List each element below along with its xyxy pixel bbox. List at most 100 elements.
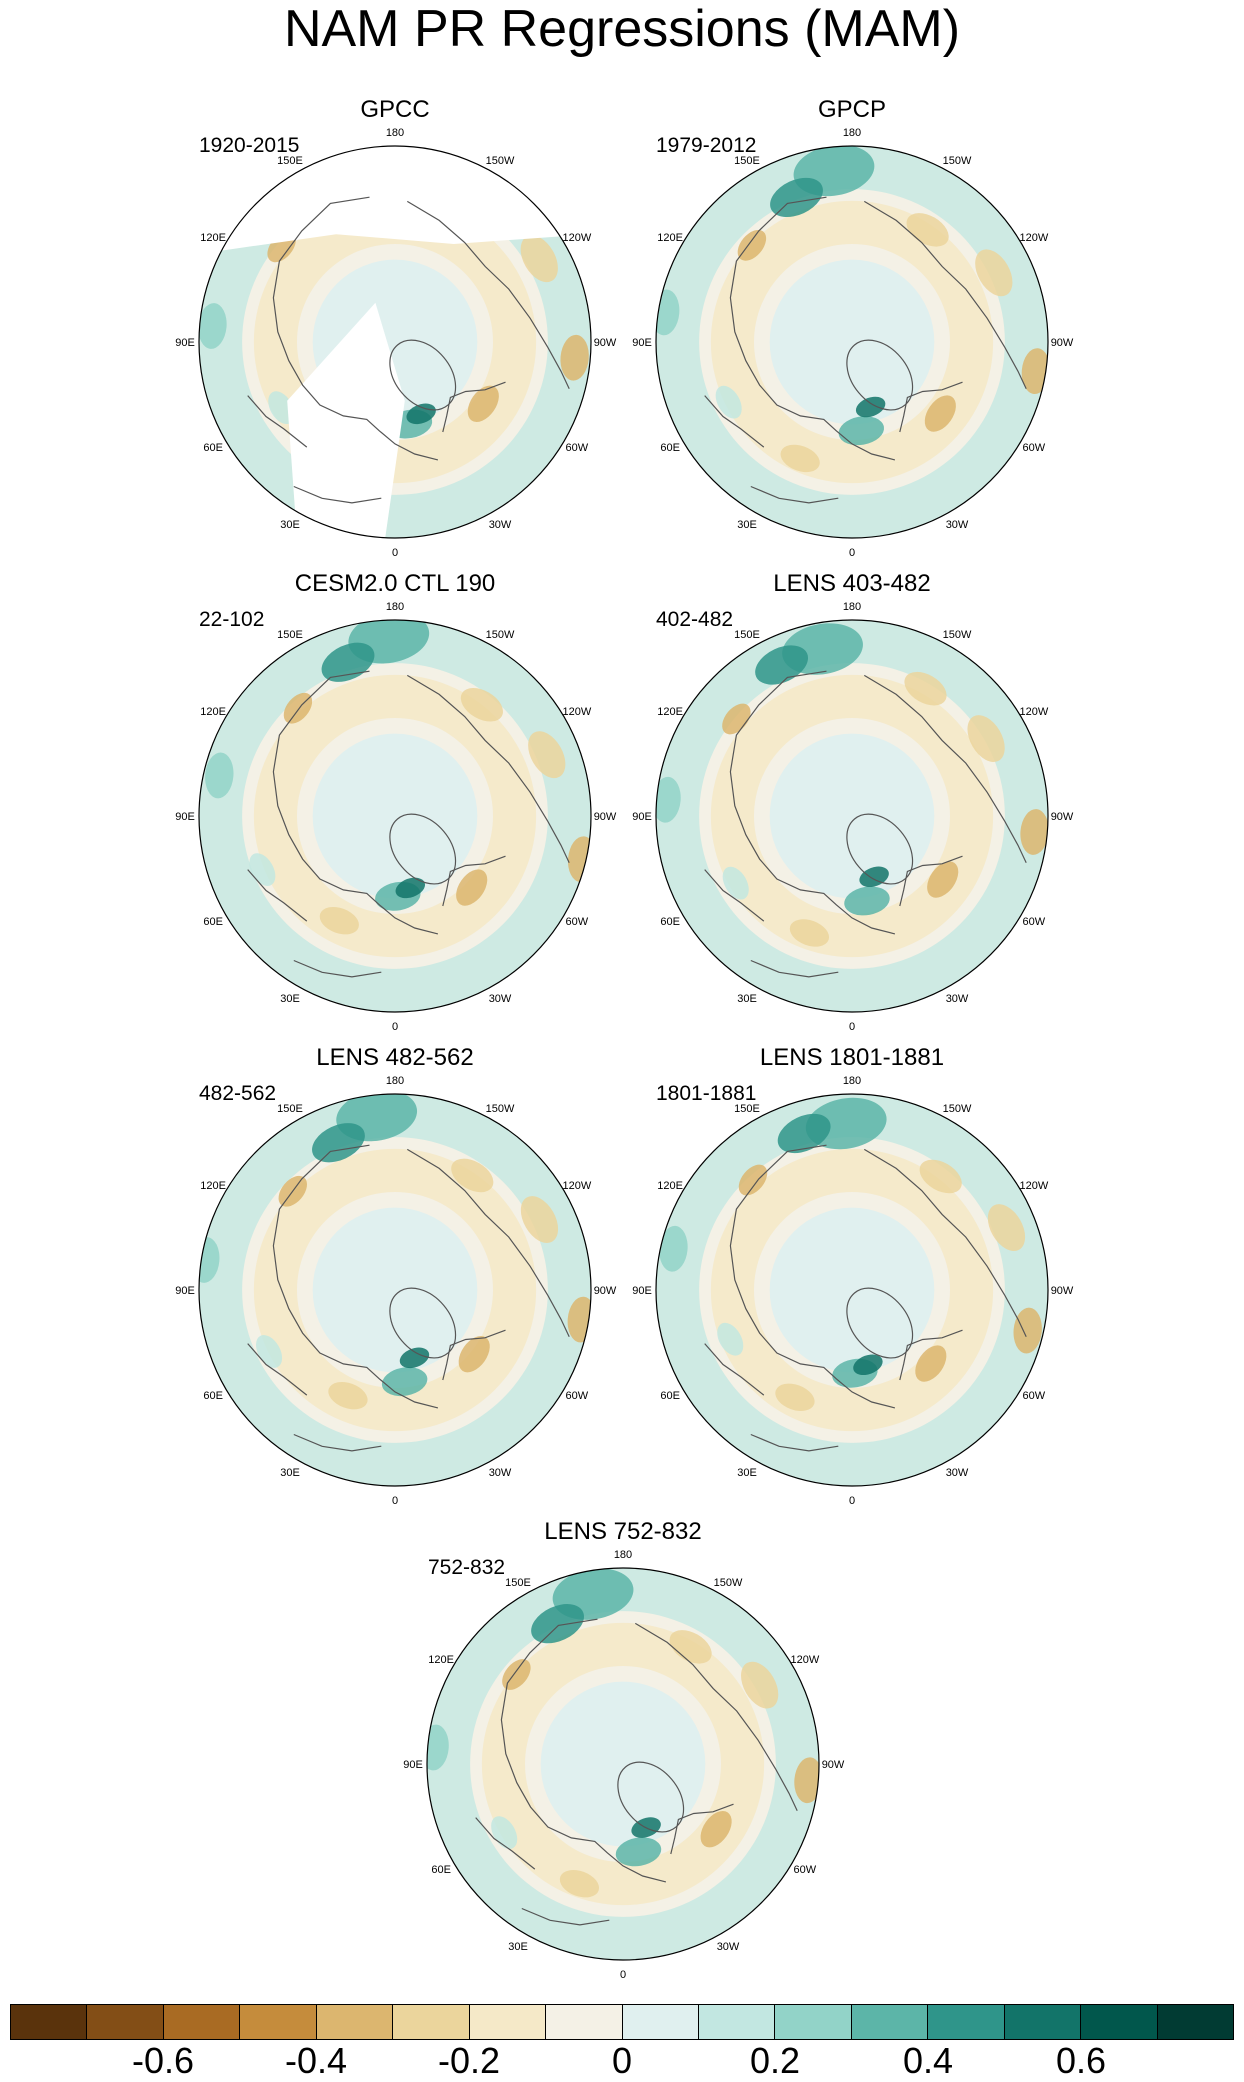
coastline [406,200,570,389]
anomaly-blob [451,1158,494,1193]
longitude-label: 180 [386,601,404,613]
longitude-label: 120E [200,232,226,244]
map-field [199,620,591,1012]
anomaly-blob [741,1661,779,1709]
anomaly-blob [975,249,1013,297]
colorbar-label: 0.6 [1055,2040,1107,2081]
anomaly-blob [406,403,436,425]
longitude-label: 60E [431,1864,451,1876]
longitude-label: 120W [562,1180,591,1192]
map-panel-gpcp: 180 150E 120E 90E 60E 30E 0 30W 60W 90W 120W 150W [632,127,1074,559]
pattern-polar-cap [769,1207,935,1373]
panel-period-lens-1801: 1801-1881 [656,1082,757,1105]
longitude-label: 150E [277,629,303,641]
longitude-label: 120W [562,232,591,244]
longitude-label: 60W [566,442,589,454]
longitude-label: 90E [632,811,652,823]
longitude-label: 30E [280,993,300,1005]
coastline [729,196,896,461]
longitude-label: 60E [660,442,680,454]
anomaly-blob [319,907,359,935]
anomaly-blob [915,1345,947,1382]
longitude-label: 150E [277,155,303,167]
map-panel-lens-403: 180 150E 120E 90E 60E 30E 0 30W 60W 90W 120W 150W [632,601,1074,1033]
longitude-label: 120W [562,706,591,718]
longitude-label: 150W [714,1577,743,1589]
panel-period-lens-403: 402-482 [656,608,734,631]
anomaly-blob [669,1630,712,1664]
colorbar-box [1081,2005,1158,2039]
map-panel-gpcc: 180 150E 120E 90E 60E 30E 0 30W 60W 90W 120W 150W [175,127,617,559]
coastline [247,1343,308,1396]
coastline [750,1433,839,1452]
colorbar-label: 0.4 [902,2040,954,2081]
longitude-label: 30E [280,1467,300,1479]
coastline [406,1148,570,1337]
anomaly-blob [199,303,227,349]
coastline [500,1618,667,1883]
anomaly-blob [775,1383,815,1411]
longitude-label: 120E [200,706,226,718]
map-field [427,1568,819,1960]
map-panel-lens-752: 180 150E 120E 90E 60E 30E 0 30W 60W 90W 120W 150W [403,1549,845,1981]
anomaly-blob [458,1335,490,1373]
coastline [670,1803,734,1855]
coastline [899,855,963,907]
colorbar-box [928,2005,1005,2039]
coastline [863,674,1027,863]
coastline [293,485,382,504]
colorbar [10,2004,1234,2040]
coastline [272,1144,439,1409]
colorbar-box [393,2005,470,2039]
coastline-greenland [389,339,457,411]
longitude-label: 90W [594,337,617,349]
colorbar-box [316,2005,394,2039]
map-field [656,146,1048,538]
longitude-label: 0 [392,1021,398,1033]
panel-title-lens-752: LENS 752-832 [544,1518,702,1545]
anomaly-blob [927,861,959,898]
longitude-label: 90E [403,1759,423,1771]
map-field [199,146,591,538]
maps-svg: 180150E120E90E60E30E030W60W90W120W150W18… [175,127,1074,1981]
longitude-label: 150W [486,1103,515,1115]
longitude-label: 120E [428,1654,454,1666]
anomaly-blob [528,731,566,779]
map-outline [655,145,1049,539]
longitude-label: 120E [657,232,683,244]
longitude-label: 30W [489,519,512,531]
longitude-label: 60W [1023,1390,1046,1402]
map-field [656,620,1048,1012]
longitude-label: 60E [660,916,680,928]
longitude-label: 60W [1023,916,1046,928]
longitude-label: 150W [486,155,515,167]
panel-title-cesm-ctl: CESM2.0 CTL 190 [294,570,496,597]
longitude-label: 60E [203,916,223,928]
anomaly-blob [456,869,488,906]
coastline [247,395,308,448]
map-outline [426,1567,820,1961]
colorbar-box [1157,2005,1233,2039]
coastline [521,1907,610,1926]
colorbar-box [87,2005,164,2039]
anomaly-blob [249,853,276,886]
anomaly-blob [987,1204,1026,1252]
pattern-band-mid [481,1622,765,1906]
panel-title-lens-482: LENS 482-562 [316,1044,474,1071]
map-panel-cesm-ctl: 180 150E 120E 90E 60E 30E 0 30W 60W 90W 120W 150W [175,601,617,1033]
coastline-greenland [389,1287,457,1359]
longitude-label: 0 [392,1495,398,1507]
longitude-label: 90E [175,337,195,349]
longitude-label: 180 [386,127,404,139]
longitude-label: 150E [505,1577,531,1589]
anomaly-blob [904,671,947,706]
longitude-label: 150E [734,629,760,641]
pattern-polar-cap [769,259,935,425]
colorbar-box [698,2005,776,2039]
colorbar-box [469,2005,547,2039]
longitude-label: 0 [392,547,398,559]
longitude-label: 30E [508,1941,528,1953]
colorbar-label: -0.2 [437,2040,501,2081]
longitude-label: 0 [849,547,855,559]
coastline [750,485,839,504]
